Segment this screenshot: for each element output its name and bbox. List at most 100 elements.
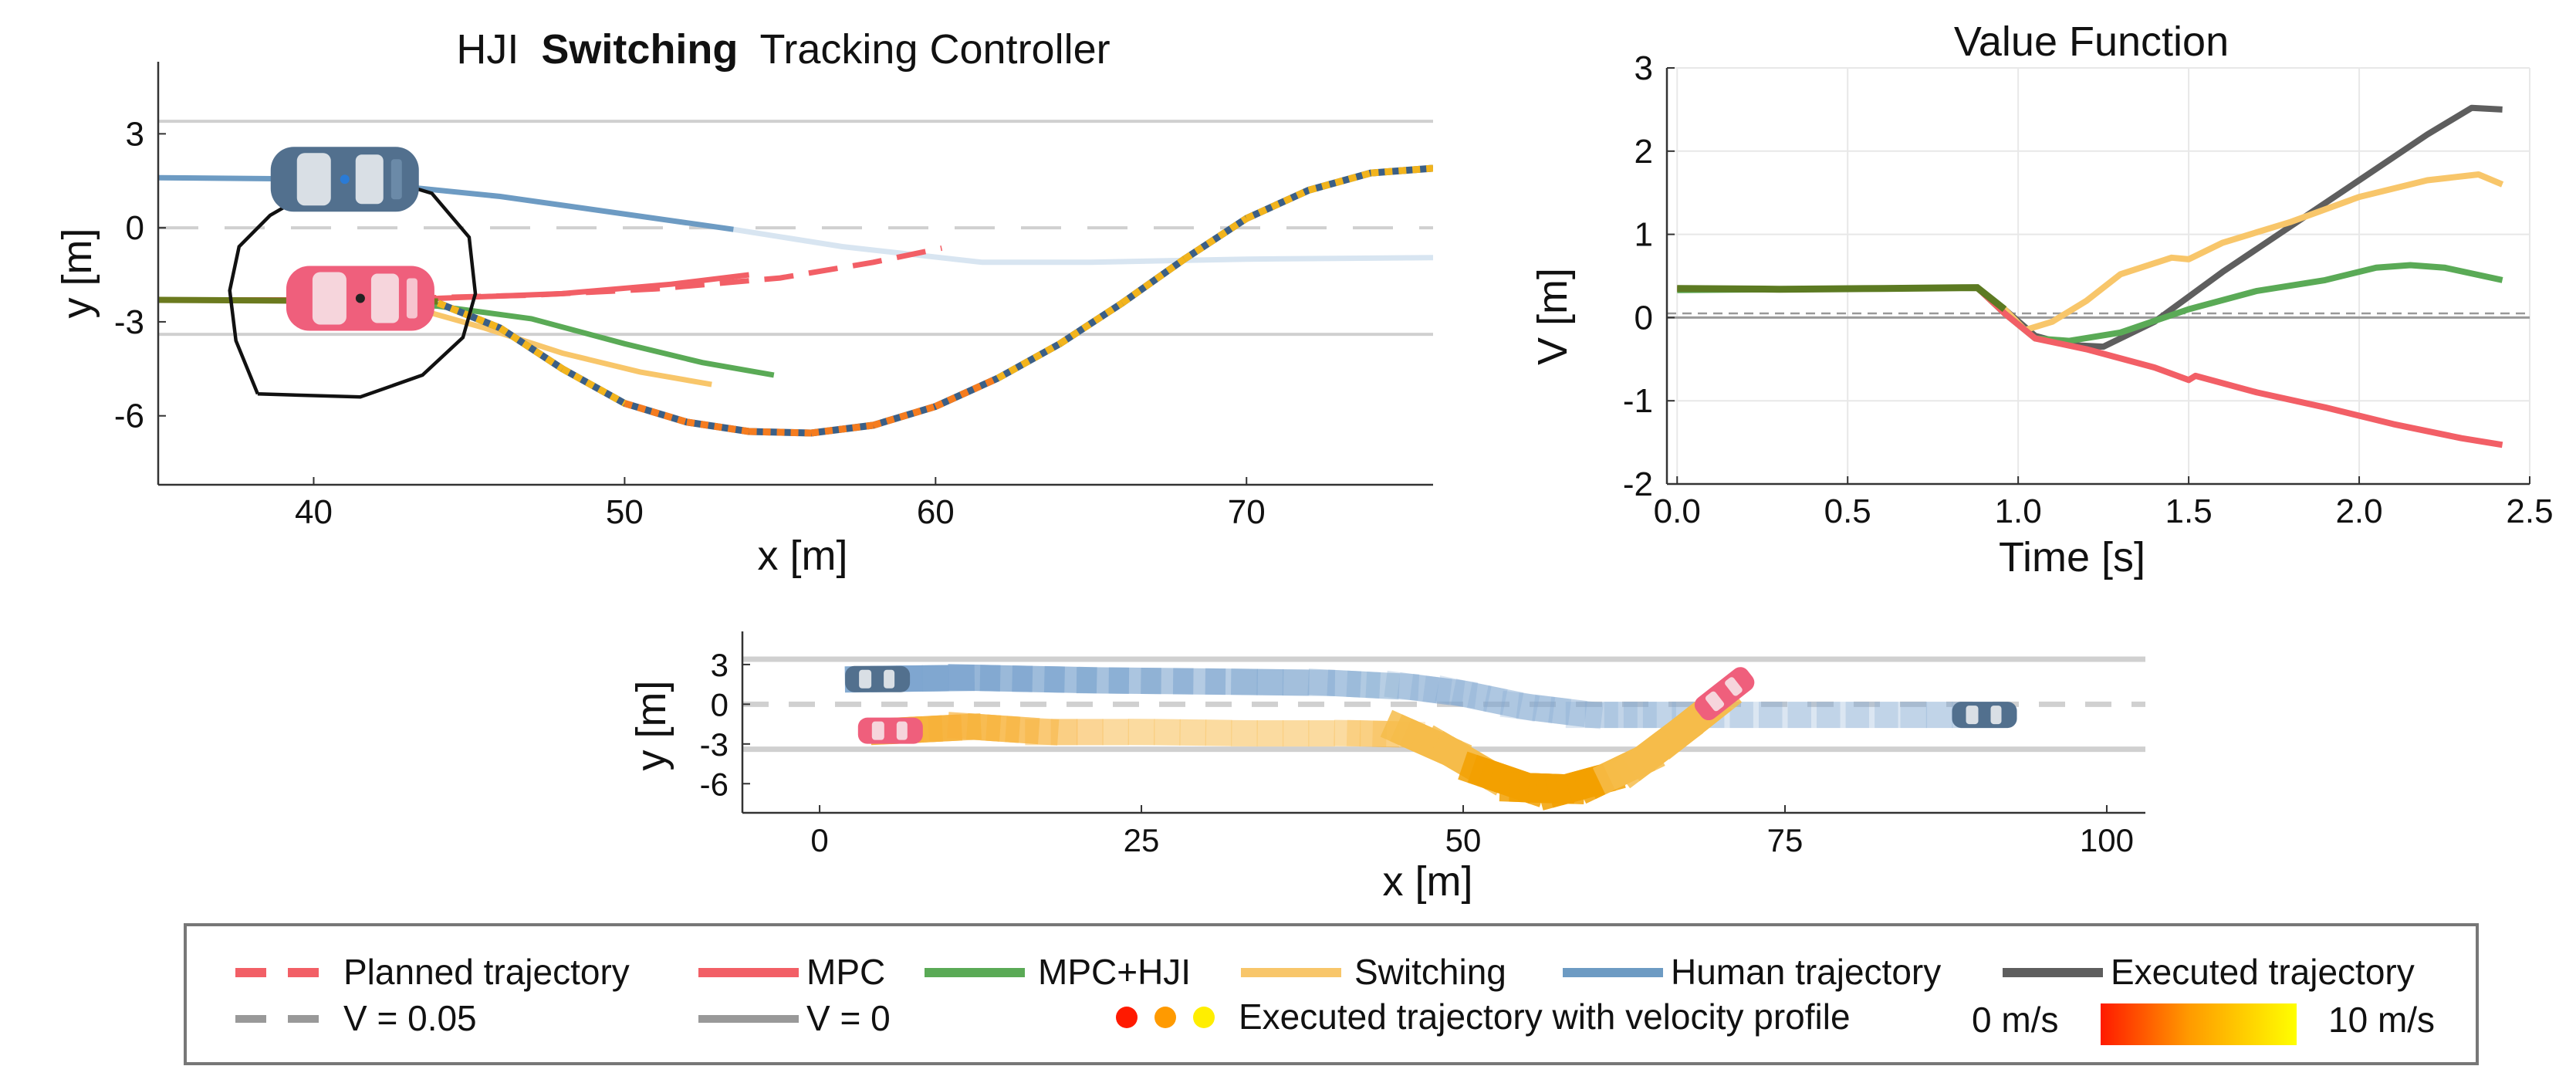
human-footprint (1230, 668, 1284, 696)
planned-trajectory-line (407, 245, 943, 301)
ego-car-icon (286, 266, 434, 331)
ego-footprint (1005, 716, 1060, 746)
human-footprint (1499, 690, 1556, 723)
colorbar-max-label: 10 m/s (2328, 1000, 2435, 1040)
value-x-tick: 1.5 (2165, 492, 2213, 530)
human-footprint (1482, 685, 1540, 722)
human-footprint (1875, 702, 1928, 729)
legend-velocity-dot-high (1193, 1007, 1215, 1028)
value-series-switching (1677, 171, 2504, 333)
overview-vehicles (845, 665, 2017, 744)
overview-human-car-end-icon (1952, 702, 2017, 729)
value-y-tick: 2 (1635, 133, 1653, 171)
value-function-title: Value Function (1954, 19, 2229, 65)
human-footprint (1584, 702, 1638, 729)
executed-profile-segment (872, 403, 937, 429)
overview-ego-car-start-icon (857, 717, 923, 744)
value-reference-lines (1667, 312, 2530, 319)
ego-footprint (1231, 720, 1284, 747)
overview-human-car-end-icon-front-window (1990, 706, 2002, 725)
title-prefix: HJI (456, 26, 519, 73)
overview-x-tick: 25 (1124, 822, 1160, 858)
overview-y-tick: -3 (700, 726, 729, 763)
velocity-colorbar (2101, 1003, 2297, 1045)
overview-ego-car-start-icon-front-window (896, 721, 908, 740)
executed-profile-segment (1371, 164, 1433, 177)
overview-ego-car-start-icon-rear-window (871, 721, 884, 740)
value-series (1677, 104, 2504, 448)
overview-ego-car-end-icon-rear-window (1705, 691, 1725, 712)
human-footprint (1384, 670, 1440, 704)
executed-profile-segment (749, 428, 812, 437)
ego-footprint (1102, 719, 1155, 746)
vehicles (270, 147, 434, 331)
human-future-trajectory (732, 226, 1433, 266)
tracking-x-tick: 70 (1228, 493, 1266, 531)
value-x-label: Time [s] (1999, 534, 2145, 580)
human-footprint (1729, 702, 1783, 729)
legend-switching-label: Switching (1354, 952, 1506, 992)
overview-human-car-start-icon-rear-window (859, 669, 872, 689)
executed-profile-segment (1058, 299, 1124, 347)
executed-profile-segment (560, 365, 627, 407)
value-series-shared (1677, 284, 2007, 313)
human-car-icon (270, 147, 419, 212)
overview-ego-car-start-icon-body (857, 717, 923, 744)
human-footprint (1307, 668, 1362, 698)
legend-box (184, 923, 2479, 1065)
overview-y-tick: -6 (700, 766, 729, 802)
overview-ego-car-end-icon-body (1694, 667, 1755, 721)
executed-profile-segment (1182, 215, 1249, 262)
tracking-x-tick: 50 (606, 493, 644, 531)
tracking-y-tick: 3 (126, 115, 144, 153)
value-y-tick: 1 (1635, 216, 1653, 254)
overview-x-ticks: 0 25 50 75 100 (810, 805, 2134, 858)
value-y-tick: 3 (1635, 49, 1653, 87)
human-footprint (1346, 670, 1401, 700)
overview-x-tick: 75 (1767, 822, 1804, 858)
tracking-y-ticks: 3 0 -3 -6 (114, 115, 166, 435)
executed-profile-segment (686, 418, 750, 435)
overview-chart: 0 25 50 75 100 30-3-6 x [m] y [m] (628, 631, 2145, 905)
tracking-chart: HJI Switching Tracking Controller (54, 26, 1433, 579)
overview-y-label: y [m] (628, 681, 674, 771)
value-y-tick: -2 (1623, 465, 1653, 503)
human-footprint (1900, 702, 1953, 729)
human-footprint (1365, 672, 1420, 701)
value-x-ticks: 0.0 0.5 1.0 1.5 2.0 2.5 (1654, 476, 2554, 530)
human-footprint (1466, 682, 1524, 719)
ego-footprint (1308, 720, 1361, 747)
tracking-x-tick: 60 (917, 493, 955, 531)
overview-ego-car-end-icon-front-window (1725, 677, 1743, 696)
human-footprint (1435, 675, 1492, 712)
value-grid (1667, 67, 2530, 485)
ego-footprint (1025, 719, 1078, 746)
overview-plot-area (844, 664, 2017, 810)
value-x-tick: 1.0 (1995, 492, 2042, 530)
human-footprint (1327, 669, 1381, 699)
overview-x-tick: 50 (1445, 822, 1482, 858)
value-x-tick: 0.5 (1824, 492, 1871, 530)
human-footprint (1565, 702, 1618, 729)
tracking-y-tick: -3 (114, 303, 144, 341)
human-footprint (1409, 674, 1465, 707)
ego-footprint (1050, 719, 1104, 746)
human-footprint (1787, 702, 1841, 729)
ego-footprint (1153, 719, 1207, 746)
human-footprint (1451, 679, 1508, 716)
ego-footprint (1179, 719, 1232, 746)
overview-y-tick: 0 (711, 686, 729, 723)
tracking-chart-title: HJI Switching Tracking Controller (456, 26, 1110, 73)
value-series-mpc_hji (1677, 262, 2503, 344)
overview-human-car-end-icon-rear-window (1966, 706, 1979, 725)
tracking-x-ticks: 40 50 60 70 (295, 477, 1266, 531)
tracking-y-tick: 0 (126, 209, 144, 247)
overview-x-tick: 100 (2080, 822, 2134, 858)
tracking-y-label: y [m] (54, 228, 100, 319)
legend-mpc-label: MPC (806, 952, 885, 992)
tracking-y-tick: -6 (114, 398, 144, 435)
value-series-executed (1677, 104, 2503, 350)
ego-footprint (1282, 720, 1335, 747)
human-trajectory-line (158, 174, 734, 232)
ego-footprint (1334, 719, 1388, 747)
